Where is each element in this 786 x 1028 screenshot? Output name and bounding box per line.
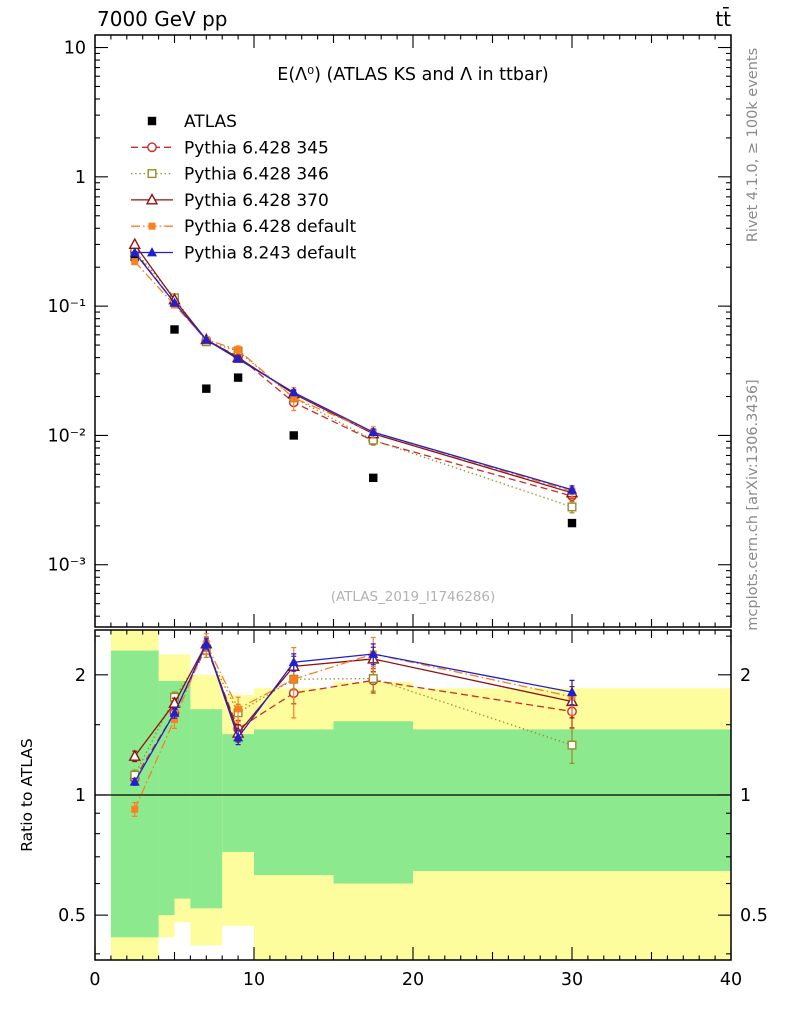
legend-marker: [147, 247, 157, 257]
legend-label: ATLAS: [184, 112, 237, 132]
main-data-marker: [288, 387, 299, 397]
ratio-ytick-label-right: 2: [740, 666, 751, 686]
ratio-ytick-label-right: 1: [740, 786, 751, 806]
ratio-ytick-label-right: 0.5: [740, 906, 768, 926]
main-ytick-label: 1: [75, 168, 86, 188]
main-ytick-label: 10⁻²: [47, 426, 86, 446]
ratio-data-marker: [288, 656, 299, 667]
green-uncertainty-band: [254, 729, 334, 876]
main-series-line: [134, 244, 573, 494]
mcplots-watermark: mcplots.cern.ch [arXiv:1306.3436]: [745, 379, 761, 630]
xtick-label: 20: [402, 970, 424, 990]
ratio-data-marker: [368, 674, 378, 684]
legend-marker: [148, 222, 156, 230]
ratio-data-marker: [201, 638, 212, 648]
beam-energy-title: 7000 GeV pp: [97, 7, 228, 31]
main-data-marker: [233, 373, 243, 382]
main-data-marker: [233, 353, 244, 363]
main-data-marker: [234, 346, 242, 354]
main-data-marker: [201, 334, 212, 344]
main-ytick-label: 10⁻³: [47, 556, 86, 576]
main-series-line: [134, 250, 573, 508]
legend-label: Pythia 8.243 default: [184, 244, 357, 264]
ratio-data-marker: [290, 675, 298, 683]
main-series-line: [134, 252, 573, 491]
main-ytick-label: 10⁻¹: [47, 297, 86, 317]
ratio-data-marker: [567, 686, 577, 697]
legend-marker: [147, 169, 157, 179]
legend-marker: [147, 142, 157, 153]
ratio-axis-label: Ratio to ATLAS: [18, 738, 36, 852]
plot-title: E(Λ⁰) (ATLAS KS and Λ in ttbar): [277, 65, 548, 85]
main-data-marker: [170, 325, 179, 334]
main-data-marker: [289, 431, 298, 440]
xtick-label: 0: [89, 970, 100, 990]
green-uncertainty-band: [222, 734, 254, 852]
main-panel-border: [94, 34, 732, 628]
xtick-label: 30: [561, 970, 583, 990]
ratio-ytick-label: 0.5: [58, 906, 86, 926]
ratio-data-marker: [131, 805, 139, 813]
xtick-label: 10: [243, 970, 265, 990]
main-data-marker: [567, 502, 577, 512]
ratio-data-marker: [368, 648, 379, 658]
green-uncertainty-band: [174, 680, 191, 899]
ratio-data-marker: [567, 740, 577, 750]
main-data-marker: [131, 258, 139, 266]
process-title: tt̄: [715, 6, 731, 31]
main-data-marker: [130, 252, 139, 262]
legend-marker: [145, 193, 159, 205]
main-data-marker: [290, 394, 298, 402]
analysis-ref-label: (ATLAS_2019_I1746286): [331, 589, 496, 605]
main-data-marker: [369, 473, 378, 483]
legend-label: Pythia 6.428 default: [184, 217, 357, 237]
rivet-watermark: Rivet 4.1.0, ≥ 100k events: [745, 48, 761, 242]
main-data-marker: [567, 484, 577, 494]
ratio-ytick-label: 1: [75, 786, 86, 806]
green-uncertainty-band: [158, 680, 175, 916]
green-uncertainty-band: [190, 709, 223, 909]
main-data-marker: [202, 384, 211, 393]
main-data-marker: [567, 518, 577, 528]
legend-label: Pythia 6.428 346: [184, 165, 329, 185]
green-uncertainty-band: [110, 650, 159, 938]
ratio-data-marker: [129, 776, 140, 786]
main-series-line: [134, 251, 573, 497]
ratio-data-marker: [234, 705, 242, 713]
ratio-data-marker: [128, 749, 141, 761]
legend-label: Pythia 6.428 370: [184, 191, 329, 211]
main-ytick-label: 10: [64, 39, 86, 59]
main-data-marker: [128, 237, 141, 250]
ratio-data-marker: [233, 732, 244, 742]
ratio-data-marker: [171, 716, 178, 724]
ratio-panel-border: [94, 629, 732, 961]
ratio-ytick-label: 2: [75, 666, 86, 686]
main-data-marker: [368, 426, 379, 437]
main-data-marker: [169, 297, 180, 307]
legend-label: Pythia 6.428 345: [184, 138, 329, 158]
generated-chart-layers: ATLAS Pythia 6.428 345 Pythia 6.428 346 Pyt…: [47, 34, 768, 990]
ratio-data-marker: [169, 707, 180, 717]
main-series-line: [134, 261, 573, 492]
green-uncertainty-band: [333, 721, 413, 884]
xtick-label: 40: [720, 970, 742, 990]
legend-marker: [147, 116, 157, 126]
